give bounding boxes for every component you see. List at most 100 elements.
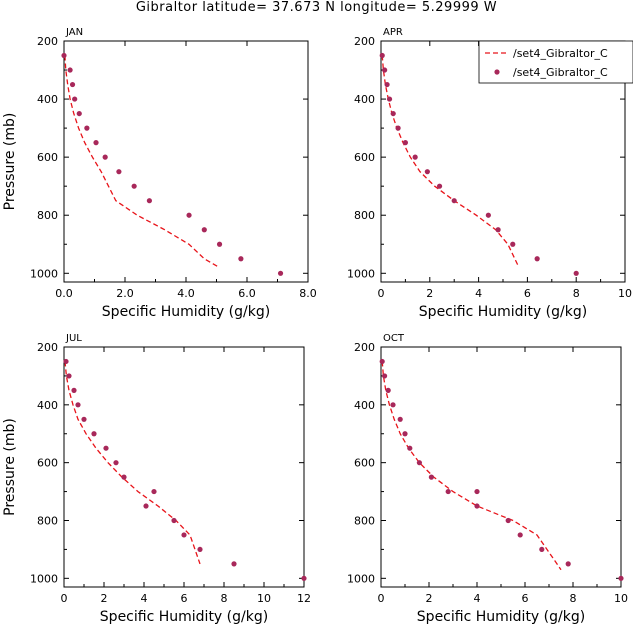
y-tick-label: 600 <box>37 151 58 164</box>
y-axis-label: Pressure (mb) <box>2 418 18 516</box>
series-line <box>64 55 220 269</box>
y-tick-label: 800 <box>354 209 375 222</box>
data-point <box>451 198 457 204</box>
data-point <box>436 183 443 189</box>
y-tick-label: 800 <box>37 209 58 222</box>
data-point <box>386 96 393 102</box>
data-point <box>75 402 81 408</box>
panel-apr: 0 2 4 6 8 10 200 400 600 800 1000 APR Specific Humid… <box>347 27 633 320</box>
y-tick-label: 400 <box>37 399 58 412</box>
y-tick-label: 200 <box>354 35 375 48</box>
data-point <box>61 52 67 59</box>
y-tick-label: 1000 <box>30 572 58 585</box>
data-point <box>407 445 413 451</box>
data-point <box>495 227 501 233</box>
x-tick-label: 4 <box>475 287 482 300</box>
data-point <box>238 256 244 262</box>
x-tick-label: 6.0 <box>238 287 256 300</box>
data-point <box>618 575 624 581</box>
data-point <box>143 503 149 509</box>
data-point <box>201 227 207 233</box>
panel-label: APR <box>383 27 403 38</box>
data-point <box>379 358 385 365</box>
y-tick-label: 200 <box>37 35 58 48</box>
data-point <box>72 96 78 102</box>
data-point <box>505 517 511 524</box>
x-tick-label: 4.0 <box>177 287 195 300</box>
data-point <box>181 532 187 538</box>
y-tick-label: 600 <box>37 457 58 470</box>
legend-line-label: /set4_Gibraltor_C <box>513 47 608 60</box>
y-tick-label: 600 <box>354 457 375 470</box>
data-point <box>93 140 99 146</box>
data-point <box>277 270 284 276</box>
data-point <box>63 358 69 365</box>
y-tick-label: 600 <box>354 151 375 164</box>
data-point <box>66 373 72 379</box>
data-point <box>445 488 451 495</box>
data-point <box>539 546 545 553</box>
x-tick-label: 2 <box>426 287 433 300</box>
data-point <box>397 416 403 422</box>
data-layer <box>63 358 307 581</box>
panel-label: JUL <box>65 333 82 344</box>
data-point <box>416 460 422 466</box>
data-point <box>71 387 77 393</box>
legend: /set4_Gibraltor_C/set4_Gibraltor_C <box>478 40 633 84</box>
y-tick-label: 1000 <box>30 267 58 280</box>
series-line <box>381 361 562 571</box>
x-tick-label: 8 <box>570 592 577 605</box>
data-point <box>76 110 82 117</box>
data-point <box>69 81 76 88</box>
data-point <box>517 532 523 538</box>
data-point <box>424 169 430 175</box>
x-axis-label: Specific Humidity (g/kg) <box>417 609 585 625</box>
data-point <box>103 445 109 451</box>
panel-jan: 0.0 2.0 4.0 6.0 8.0 200 400 600 800 1000 JAN Specif… <box>2 27 317 320</box>
legend-box <box>478 40 633 84</box>
x-tick-label: 8 <box>573 287 580 300</box>
plot-frame <box>380 346 622 588</box>
data-point <box>534 256 540 262</box>
y-tick-label: 400 <box>354 93 375 106</box>
data-point <box>510 241 516 247</box>
data-point <box>395 125 401 131</box>
x-tick-label: 10 <box>618 287 632 300</box>
data-point <box>565 561 571 567</box>
x-tick-label: 2 <box>426 592 433 605</box>
x-axis-label: Specific Humidity (g/kg) <box>102 304 270 320</box>
y-tick-label: 1000 <box>347 267 375 280</box>
x-tick-label: 0 <box>61 592 68 605</box>
data-point <box>474 503 480 509</box>
legend-point-swatch <box>494 69 500 75</box>
y-tick-label: 400 <box>354 399 375 412</box>
data-layer <box>379 358 624 581</box>
data-point <box>197 546 203 553</box>
y-tick-label: 1000 <box>347 572 375 585</box>
y-tick-label: 800 <box>37 514 58 527</box>
data-point <box>231 561 237 567</box>
series-line <box>381 55 519 265</box>
data-point <box>390 110 396 117</box>
y-tick-label: 800 <box>354 514 375 527</box>
panel-label: OCT <box>383 333 405 344</box>
data-point <box>91 431 97 437</box>
x-tick-label: 12 <box>297 592 311 605</box>
x-tick-label: 6 <box>181 592 188 605</box>
x-tick-label: 8.0 <box>299 287 317 300</box>
x-tick-label: 10 <box>614 592 628 605</box>
data-point <box>121 474 127 480</box>
data-point <box>573 270 579 276</box>
series-line <box>64 361 201 565</box>
plot-frame <box>63 346 305 588</box>
panel-oct: 0 2 4 6 8 10 200 400 600 800 1000 OCT Specific Humid… <box>347 333 628 625</box>
y-tick-label: 200 <box>354 341 375 354</box>
data-point <box>146 198 152 204</box>
data-point <box>84 125 90 131</box>
x-tick-label: 8 <box>221 592 228 605</box>
plot-frame <box>63 40 309 283</box>
data-point <box>113 460 119 466</box>
data-layer <box>61 52 284 276</box>
x-tick-label: 10 <box>257 592 271 605</box>
